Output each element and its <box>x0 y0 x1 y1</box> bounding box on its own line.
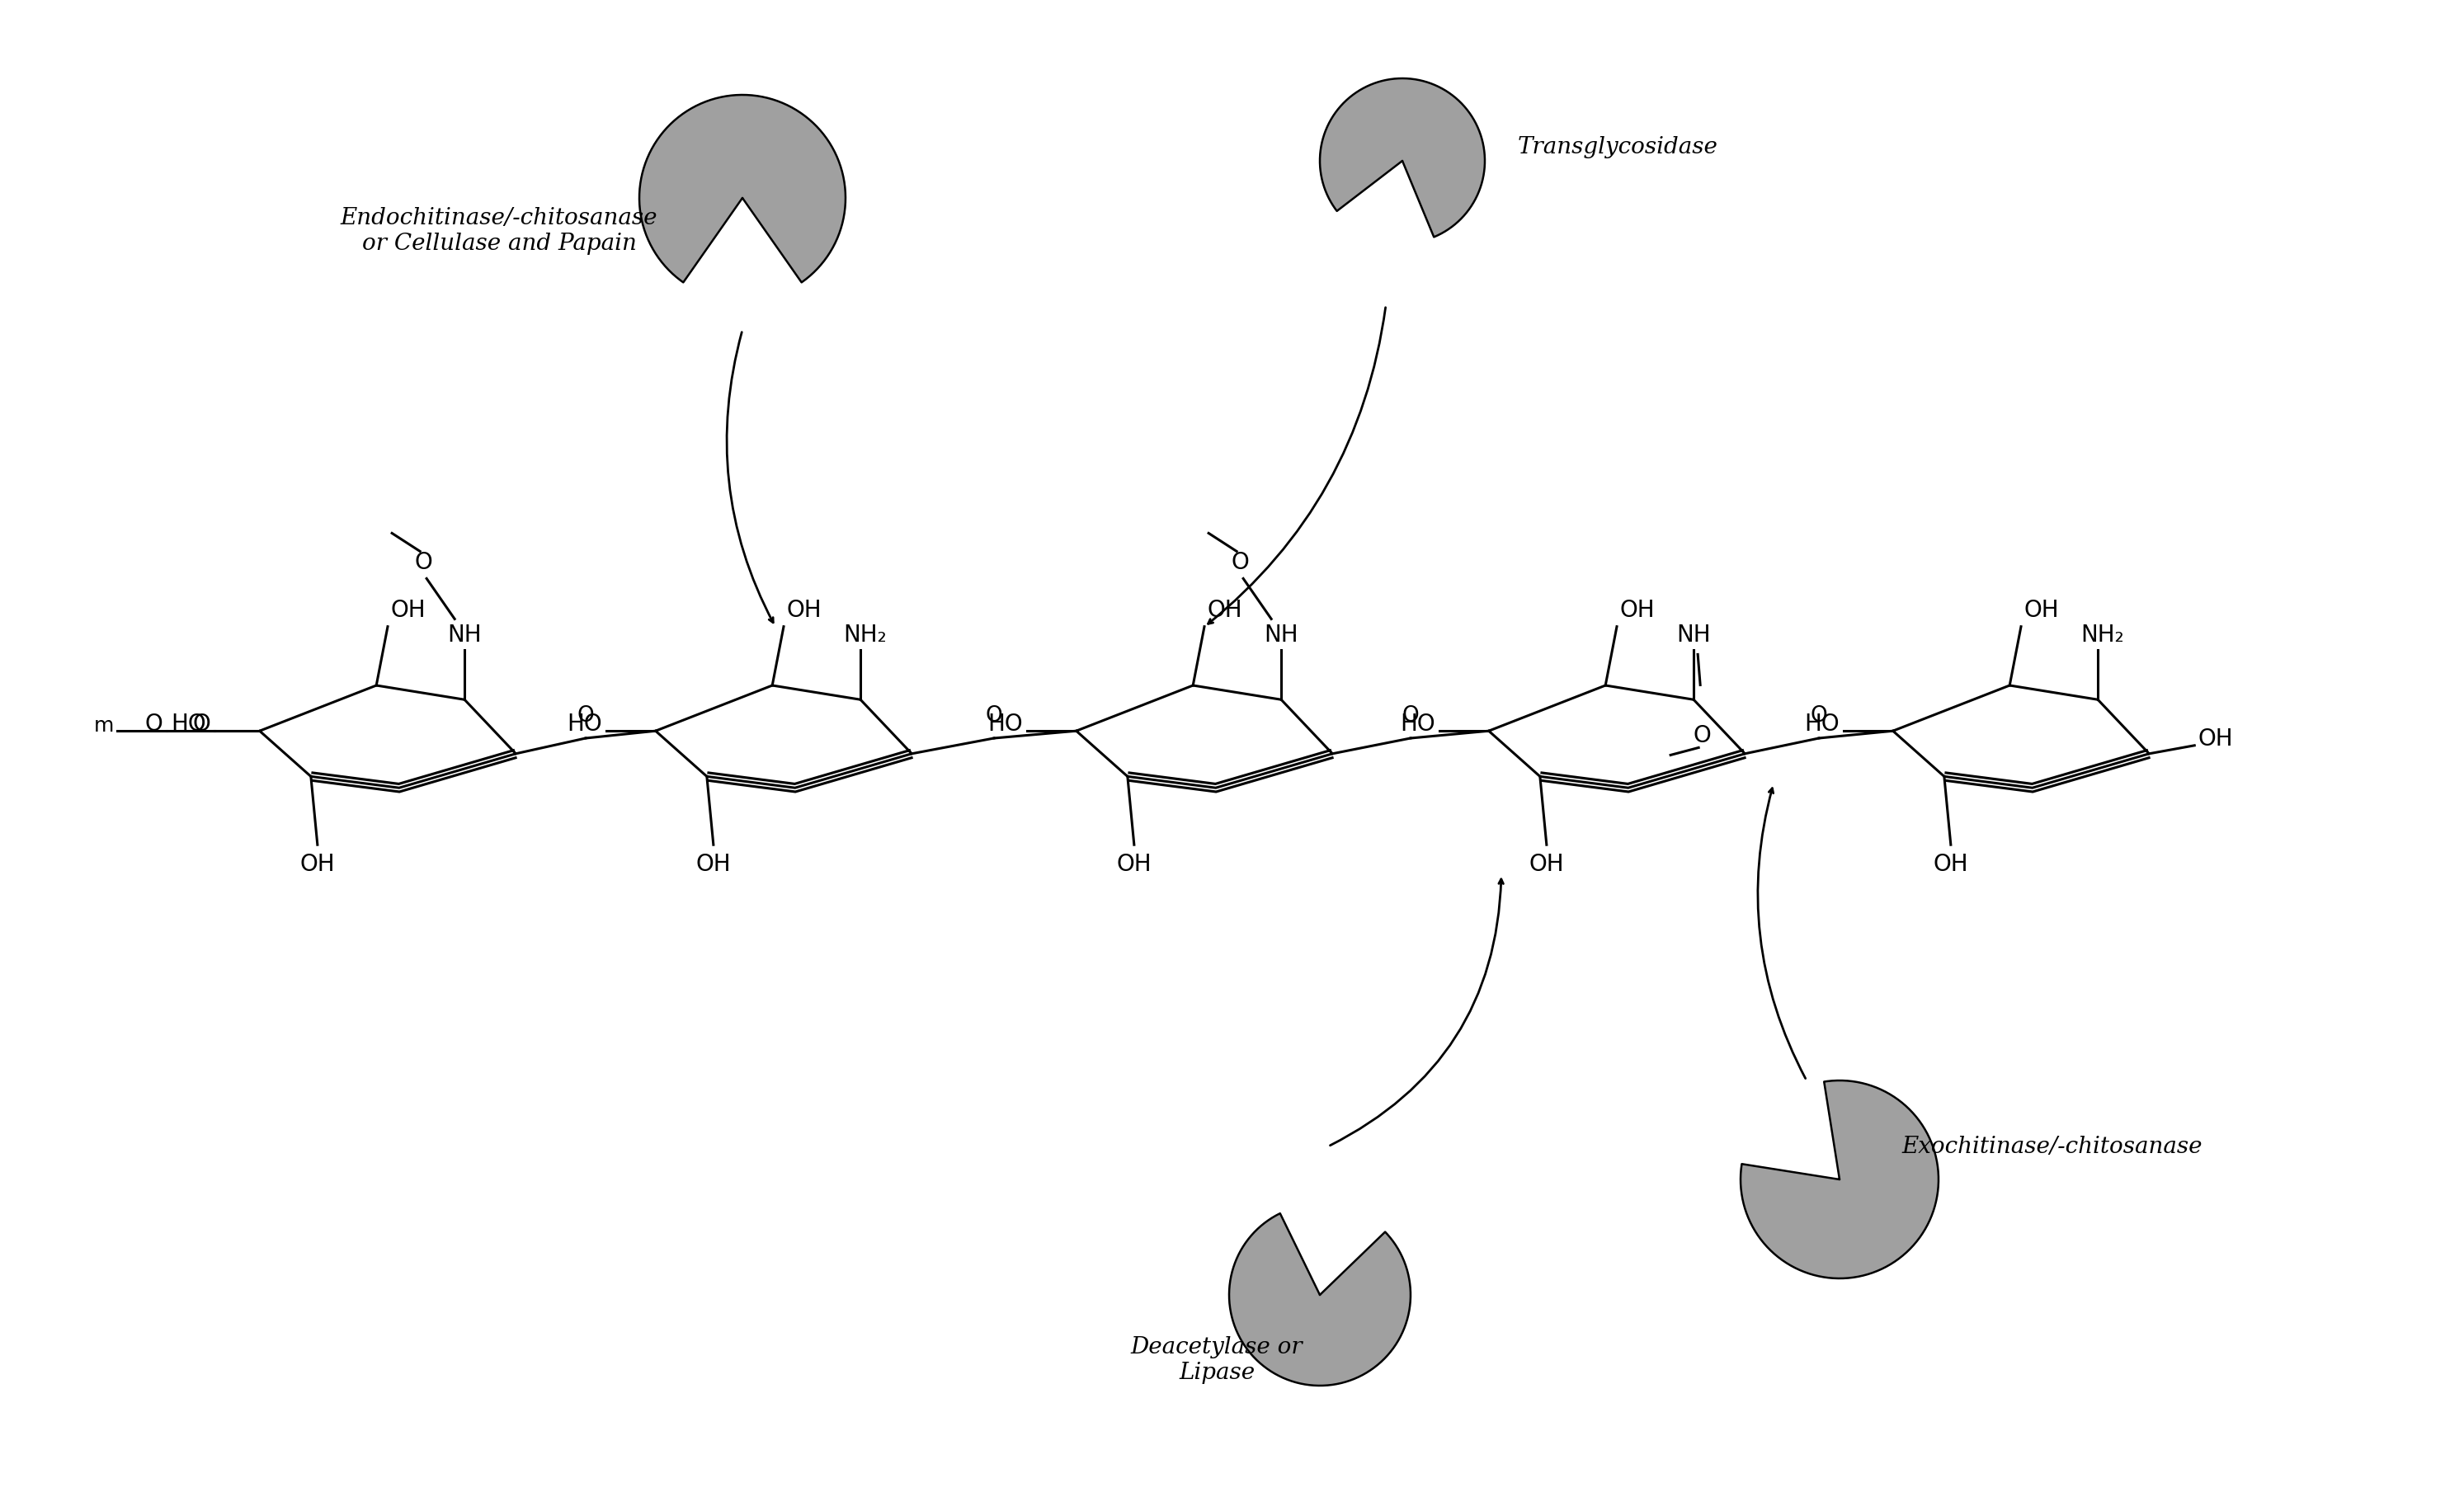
Text: NH: NH <box>1676 624 1710 647</box>
Text: OH: OH <box>2198 727 2232 751</box>
Text: OH: OH <box>392 598 426 621</box>
Text: HO: HO <box>1804 713 1841 736</box>
Text: O: O <box>1402 706 1419 727</box>
Text: O: O <box>1232 552 1249 574</box>
Polygon shape <box>1321 79 1486 237</box>
Text: Endochitinase/-chitosanase
or Cellulase and Papain: Endochitinase/-chitosanase or Cellulase … <box>340 207 658 255</box>
Text: Deacetylase or
Lipase: Deacetylase or Lipase <box>1131 1336 1303 1384</box>
Text: OH: OH <box>1207 598 1242 621</box>
Text: OH: OH <box>1621 598 1656 621</box>
Text: Transglycosidase: Transglycosidase <box>1518 136 1717 159</box>
Text: HO: HO <box>567 713 601 736</box>
Text: OH: OH <box>1934 854 1969 876</box>
Text: O: O <box>577 706 594 727</box>
Text: OH: OH <box>2025 598 2060 621</box>
Text: O: O <box>986 706 1003 727</box>
Polygon shape <box>1230 1213 1409 1386</box>
Text: HO: HO <box>988 713 1023 736</box>
Text: O: O <box>1811 706 1828 727</box>
Text: NH₂: NH₂ <box>843 624 887 647</box>
Text: OH: OH <box>1530 854 1565 876</box>
Polygon shape <box>1740 1080 1939 1278</box>
Text: O: O <box>145 713 163 736</box>
Text: NH: NH <box>1264 624 1299 647</box>
Text: O: O <box>414 552 431 574</box>
Text: OH: OH <box>786 598 823 621</box>
Text: O: O <box>1693 725 1710 748</box>
Text: HO: HO <box>1400 713 1437 736</box>
Text: NH₂: NH₂ <box>2080 624 2124 647</box>
Polygon shape <box>638 95 845 283</box>
Text: OH: OH <box>301 854 335 876</box>
Text: OH: OH <box>695 854 732 876</box>
Text: O: O <box>192 713 212 736</box>
Text: OH: OH <box>1116 854 1151 876</box>
Text: Exochitinase/-chitosanase: Exochitinase/-chitosanase <box>1902 1135 2203 1157</box>
Text: m: m <box>94 716 113 736</box>
Text: NH: NH <box>448 624 483 647</box>
Text: HO: HO <box>170 713 207 736</box>
